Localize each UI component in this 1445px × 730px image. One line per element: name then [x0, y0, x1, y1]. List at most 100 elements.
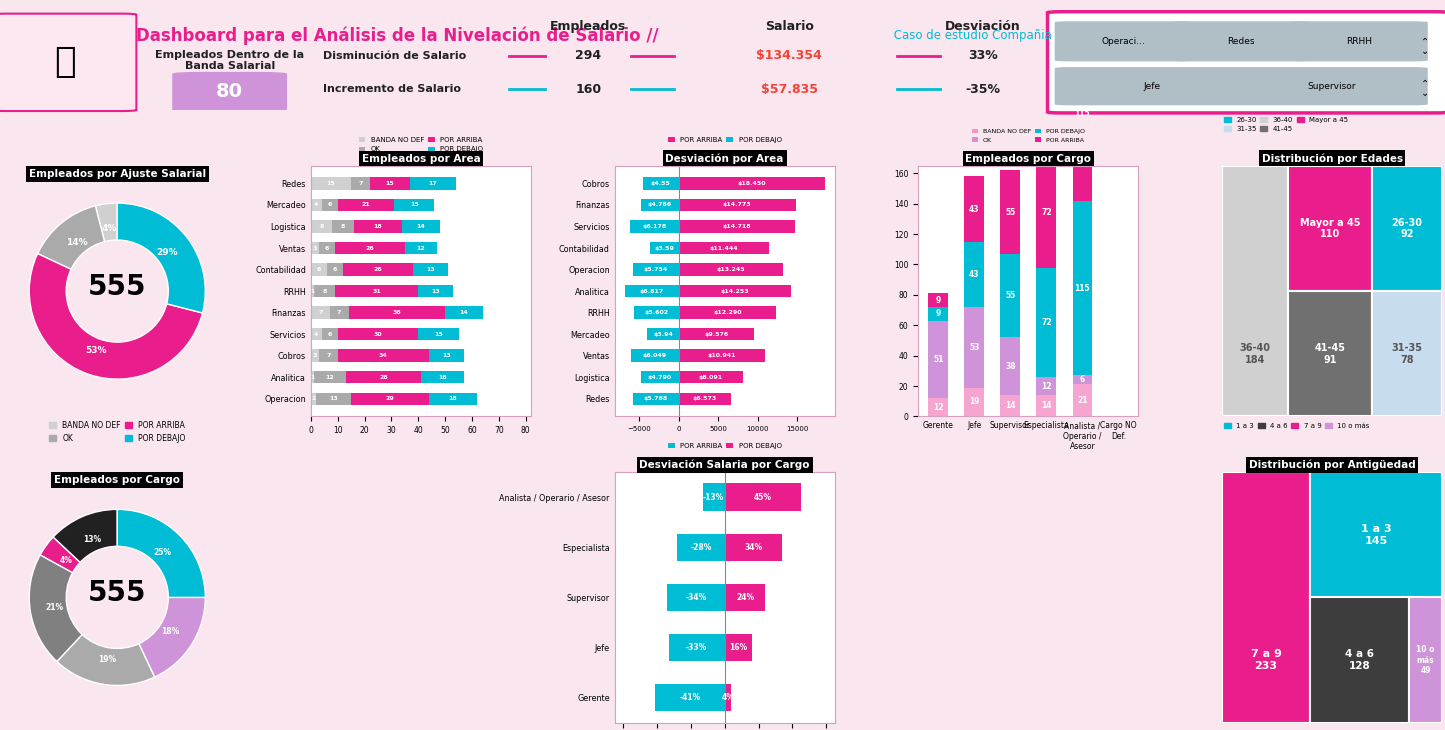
- Bar: [679, 393, 731, 405]
- FancyBboxPatch shape: [1290, 21, 1428, 61]
- Text: 19: 19: [970, 397, 980, 407]
- Text: 7: 7: [337, 310, 341, 315]
- Title: Empleados por Cargo: Empleados por Cargo: [55, 475, 181, 485]
- Legend: 26-30, 31-35, 36-40, 41-45, Mayor a 45: 26-30, 31-35, 36-40, 41-45, Mayor a 45: [1221, 114, 1351, 135]
- Text: 33%: 33%: [968, 49, 998, 62]
- Text: $57.835: $57.835: [760, 82, 818, 96]
- Bar: [410, 177, 455, 190]
- Text: 26-30
92: 26-30 92: [1392, 218, 1422, 239]
- Text: 53%: 53%: [85, 346, 107, 356]
- Text: 10 o
más
49: 10 o más 49: [1416, 645, 1435, 675]
- Title: Desviación por Area: Desviación por Area: [666, 153, 783, 164]
- Bar: [354, 220, 402, 233]
- Text: 14: 14: [1006, 402, 1016, 410]
- Bar: [1036, 395, 1056, 416]
- Text: Desviación: Desviación: [945, 20, 1020, 33]
- Bar: [724, 684, 731, 711]
- Text: -33%: -33%: [686, 643, 708, 652]
- Text: $12.290: $12.290: [712, 310, 741, 315]
- Bar: [370, 177, 410, 190]
- Text: 80: 80: [217, 82, 243, 101]
- Legend: POR ARRIBA, POR DEBAJO: POR ARRIBA, POR DEBAJO: [665, 134, 785, 146]
- Bar: [964, 242, 984, 307]
- Text: 18: 18: [449, 396, 458, 402]
- Bar: [928, 320, 948, 398]
- Text: 18%: 18%: [162, 627, 179, 636]
- Text: 25%: 25%: [153, 548, 171, 557]
- Bar: [633, 393, 679, 405]
- Wedge shape: [117, 203, 205, 313]
- Bar: [678, 534, 724, 561]
- Bar: [327, 264, 342, 276]
- Bar: [679, 242, 769, 254]
- FancyBboxPatch shape: [1055, 67, 1248, 105]
- Bar: [1000, 170, 1020, 254]
- Text: Jefe: Jefe: [1143, 82, 1160, 91]
- Text: 16%: 16%: [730, 643, 747, 652]
- Bar: [329, 307, 348, 319]
- Wedge shape: [95, 203, 117, 242]
- Text: 12: 12: [416, 245, 425, 250]
- FancyBboxPatch shape: [1055, 21, 1192, 61]
- Title: Empleados por Area: Empleados por Area: [361, 153, 480, 164]
- Bar: [668, 583, 724, 611]
- Text: 6: 6: [328, 331, 332, 337]
- Bar: [702, 483, 724, 511]
- Bar: [724, 534, 782, 561]
- Wedge shape: [29, 253, 202, 379]
- Text: 16: 16: [438, 374, 447, 380]
- Bar: [1222, 472, 1311, 723]
- Bar: [630, 220, 679, 233]
- Bar: [1287, 291, 1371, 416]
- Title: Desviación Salaria por Cargo: Desviación Salaria por Cargo: [640, 459, 809, 470]
- Bar: [311, 393, 316, 405]
- Text: 6: 6: [316, 267, 321, 272]
- Wedge shape: [29, 555, 82, 661]
- Bar: [1287, 166, 1371, 291]
- Text: Disminución de Salario: Disminución de Salario: [322, 50, 467, 61]
- Bar: [643, 177, 679, 190]
- Text: 72: 72: [1040, 208, 1052, 218]
- Text: 3: 3: [312, 353, 316, 358]
- Text: $134.354: $134.354: [756, 49, 822, 62]
- FancyBboxPatch shape: [0, 14, 136, 111]
- Bar: [338, 350, 429, 362]
- Bar: [640, 199, 679, 211]
- Text: $14.253: $14.253: [721, 288, 750, 293]
- Bar: [1311, 472, 1442, 597]
- Text: 21%: 21%: [46, 603, 64, 612]
- Text: 29%: 29%: [156, 247, 178, 257]
- Text: $4.55: $4.55: [650, 181, 670, 186]
- Bar: [418, 328, 458, 340]
- Text: 7: 7: [327, 353, 331, 358]
- Bar: [311, 242, 319, 254]
- Bar: [405, 242, 436, 254]
- Text: 43: 43: [970, 204, 980, 214]
- Bar: [928, 398, 948, 416]
- Bar: [402, 220, 439, 233]
- Text: 9: 9: [935, 310, 941, 318]
- Text: $14.773: $14.773: [722, 202, 751, 207]
- Bar: [311, 328, 322, 340]
- Bar: [679, 307, 776, 319]
- Bar: [322, 199, 338, 211]
- Bar: [311, 371, 314, 383]
- Bar: [928, 307, 948, 320]
- Text: 🧁: 🧁: [53, 45, 75, 80]
- Bar: [679, 264, 783, 276]
- FancyBboxPatch shape: [1234, 67, 1428, 105]
- Bar: [319, 242, 335, 254]
- Text: Incremento de Salario: Incremento de Salario: [322, 84, 461, 94]
- Text: $10.941: $10.941: [708, 353, 736, 358]
- Text: 19%: 19%: [98, 656, 117, 664]
- Bar: [445, 307, 483, 319]
- Text: 34%: 34%: [744, 543, 763, 552]
- Text: Mayor a 45
110: Mayor a 45 110: [1299, 218, 1360, 239]
- Text: 3: 3: [312, 245, 316, 250]
- Bar: [1072, 375, 1092, 385]
- Bar: [311, 220, 332, 233]
- Text: 13: 13: [432, 288, 441, 293]
- Text: -34%: -34%: [685, 593, 707, 602]
- Bar: [679, 177, 825, 190]
- Bar: [1072, 385, 1092, 416]
